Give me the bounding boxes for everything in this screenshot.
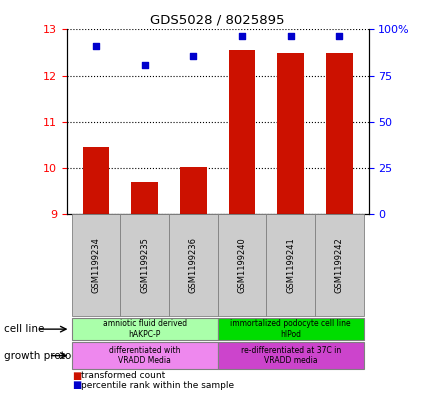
Point [238, 33, 245, 40]
Text: immortalized podocyte cell line
hIPod: immortalized podocyte cell line hIPod [230, 320, 350, 339]
Point [190, 53, 197, 59]
Text: GSM1199240: GSM1199240 [237, 237, 246, 293]
Bar [325, 53, 352, 214]
Point [335, 33, 342, 40]
Text: cell line: cell line [4, 324, 45, 334]
Point [286, 33, 293, 40]
Point [92, 42, 99, 49]
Text: ■: ■ [71, 380, 81, 390]
Text: percentile rank within the sample: percentile rank within the sample [81, 381, 234, 389]
Text: GSM1199234: GSM1199234 [91, 237, 100, 293]
Text: GSM1199242: GSM1199242 [334, 237, 343, 293]
Text: amniotic fluid derived
hAKPC-P: amniotic fluid derived hAKPC-P [102, 320, 186, 339]
Bar [276, 53, 303, 214]
Text: transformed count: transformed count [81, 371, 165, 380]
Text: differentiated with
VRADD Media: differentiated with VRADD Media [109, 346, 180, 365]
Text: GSM1199241: GSM1199241 [286, 237, 295, 293]
Bar [180, 167, 206, 214]
Bar [131, 182, 158, 214]
Text: GSM1199236: GSM1199236 [188, 237, 197, 293]
Text: growth protocol: growth protocol [4, 351, 86, 361]
Text: ■: ■ [71, 371, 81, 381]
Bar [83, 147, 109, 214]
Text: GSM1199235: GSM1199235 [140, 237, 149, 293]
Point [141, 62, 148, 69]
Bar [228, 50, 255, 214]
Title: GDS5028 / 8025895: GDS5028 / 8025895 [150, 14, 284, 27]
Text: re-differentiated at 37C in
VRADD media: re-differentiated at 37C in VRADD media [240, 346, 340, 365]
